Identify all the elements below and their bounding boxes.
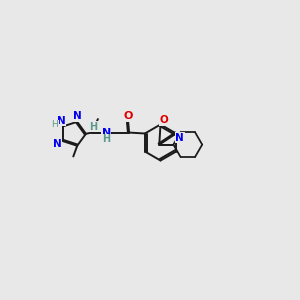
Text: H: H: [89, 122, 97, 132]
Text: N: N: [74, 111, 82, 122]
Text: N: N: [102, 128, 111, 138]
Text: N: N: [57, 116, 66, 126]
Text: O: O: [159, 115, 168, 125]
Text: N: N: [175, 133, 184, 143]
Text: H: H: [102, 134, 110, 144]
Text: H: H: [51, 120, 58, 129]
Text: O: O: [123, 111, 133, 121]
Text: N: N: [53, 139, 62, 149]
